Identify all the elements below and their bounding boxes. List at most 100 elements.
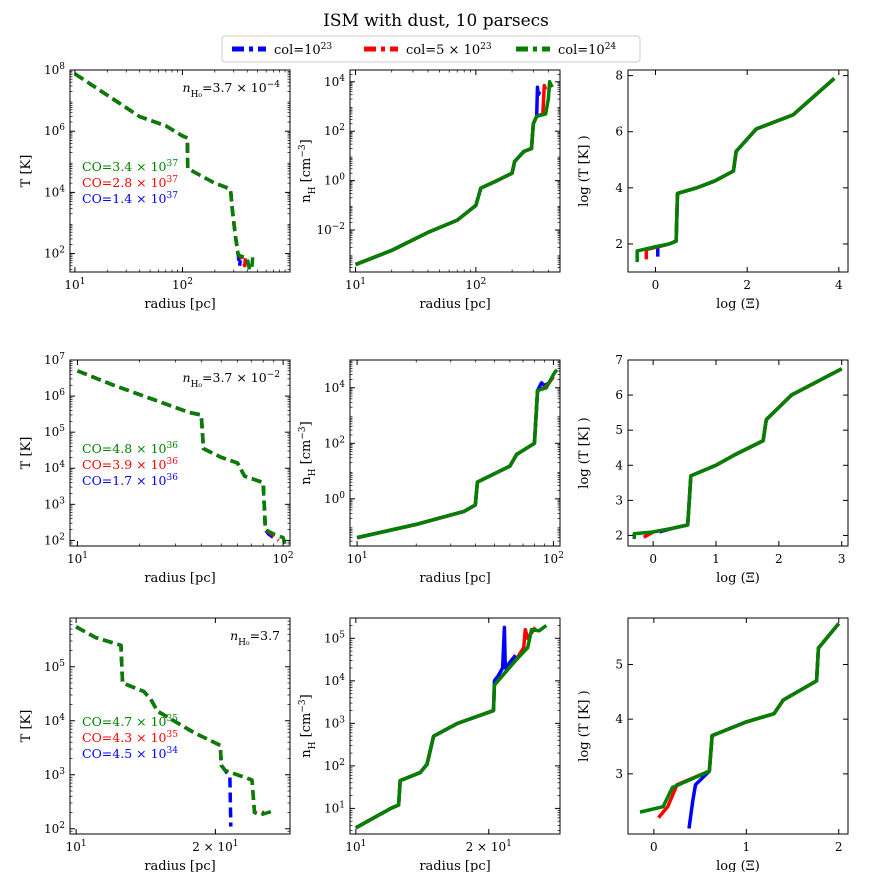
y-tick-label: 107 xyxy=(44,352,65,367)
series-group xyxy=(356,368,559,540)
legend-frame xyxy=(221,35,641,63)
y-axis-label: log (T [K] ) xyxy=(577,417,592,488)
axes-frame xyxy=(69,617,291,835)
series-line xyxy=(76,369,287,545)
x-tick-label: 0 xyxy=(649,552,657,566)
y-tick-label: 106 xyxy=(44,123,65,138)
co-annotation: CO=4.5 × 1034 xyxy=(82,746,178,761)
x-tick-label: 0 xyxy=(650,840,658,854)
series-line xyxy=(354,85,542,267)
axes-frame xyxy=(349,359,561,547)
y-tick-label: 103 xyxy=(44,496,65,511)
series-group xyxy=(75,625,277,827)
series-line xyxy=(632,367,843,539)
y-tick-label: 100 xyxy=(324,491,345,506)
subplot-2-2: 0 1 2 3 4 5 log (Ξ) log (T [K] ) xyxy=(577,617,849,872)
x-tick-label: 2 × 101 xyxy=(466,839,512,854)
density-annotation: nH₀=3.7 xyxy=(230,628,280,648)
x-axis-label: log (Ξ) xyxy=(716,571,760,586)
y-tick-label: 105 xyxy=(324,630,345,645)
y-tick-label: 104 xyxy=(44,184,65,199)
series-line xyxy=(635,77,836,263)
subplot-1-1: 101 102 100 102 104 radius [pc] nH [cm−3] xyxy=(298,359,564,586)
x-tick-label: 102 xyxy=(273,551,294,566)
y-tick-label: 102 xyxy=(44,246,65,261)
y-axis-label: T [K] xyxy=(19,710,34,743)
axes-frame xyxy=(627,69,849,273)
x-tick-label: 2 xyxy=(775,552,783,566)
series-line xyxy=(354,626,537,830)
y-tick-label: 102 xyxy=(44,821,65,836)
x-axis-label: radius [pc] xyxy=(419,297,490,312)
legend: col=1023 col=5 × 1023 col=1024 xyxy=(221,35,641,63)
y-tick-label: 100 xyxy=(324,173,345,188)
co-annotation: CO=4.7 × 1035 xyxy=(82,714,178,729)
y-tick-label: 104 xyxy=(324,673,345,688)
y-tick-label: 105 xyxy=(44,424,65,439)
y-tick-label: 104 xyxy=(324,380,345,395)
x-tick-label: 0 xyxy=(652,278,660,292)
y-axis-label: log (T [K] ) xyxy=(577,690,592,761)
series-group xyxy=(635,77,836,263)
y-tick-label: 4 xyxy=(615,712,623,726)
series-group xyxy=(639,622,841,829)
y-tick-label: 5 xyxy=(615,423,623,437)
series-line xyxy=(642,367,843,539)
x-axis-label: log (Ξ) xyxy=(716,297,760,312)
series-line xyxy=(354,83,548,267)
series-line xyxy=(356,368,559,540)
co-annotation: CO=3.9 × 1036 xyxy=(82,457,178,472)
axes-frame xyxy=(349,69,561,273)
subplot-0-0: 101 102 102 104 106 108 radius [pc] T [K] nH₀=3.… xyxy=(19,62,291,312)
series-line xyxy=(354,624,548,830)
y-tick-label: 106 xyxy=(44,388,65,403)
series-line xyxy=(73,72,255,272)
y-tick-label: 105 xyxy=(44,659,65,674)
series-line xyxy=(354,80,554,267)
x-tick-label: 101 xyxy=(64,277,85,292)
y-tick-label: 4 xyxy=(615,181,623,195)
series-line xyxy=(75,625,277,817)
x-tick-label: 2 xyxy=(835,840,843,854)
x-tick-label: 2 × 101 xyxy=(192,839,238,854)
x-axis-label: radius [pc] xyxy=(419,571,490,586)
subplot-0-1: 101 102 10−2 100 102 104 radius [pc] nH [cm−3] xyxy=(298,69,561,312)
y-axis-label: log (T [K] ) xyxy=(577,135,592,206)
y-tick-label: 104 xyxy=(44,713,65,728)
x-axis-label: radius [pc] xyxy=(144,859,215,872)
y-tick-label: 101 xyxy=(324,800,345,815)
x-tick-label: 3 xyxy=(838,552,846,566)
y-tick-label: 102 xyxy=(324,123,345,138)
series-group xyxy=(73,72,255,272)
x-tick-label: 2 xyxy=(743,278,751,292)
y-tick-label: 2 xyxy=(615,237,623,251)
subplot-2-0: 101 2 × 101 102 103 104 105 radius [pc] T [K] nH… xyxy=(19,617,291,872)
series-line xyxy=(354,625,517,830)
axes-frame xyxy=(69,359,291,547)
y-tick-label: 2 xyxy=(615,528,623,542)
y-tick-label: 7 xyxy=(615,353,623,367)
x-axis-label: radius [pc] xyxy=(144,571,215,586)
density-annotation: nH₀=3.7 × 10−4 xyxy=(183,80,281,100)
x-tick-label: 1 xyxy=(742,840,750,854)
series-group xyxy=(632,367,843,539)
y-tick-label: 108 xyxy=(44,62,65,77)
y-tick-label: 103 xyxy=(44,767,65,782)
co-annotation: CO=4.3 × 1035 xyxy=(82,730,178,745)
x-tick-label: 101 xyxy=(345,277,366,292)
y-axis-label: nH [cm−3] xyxy=(298,139,318,202)
x-tick-label: 101 xyxy=(347,551,368,566)
x-tick-label: 102 xyxy=(465,277,486,292)
x-tick-label: 102 xyxy=(172,277,193,292)
y-tick-label: 6 xyxy=(615,125,623,139)
legend-entry-label: col=5 × 1023 xyxy=(406,42,492,58)
co-annotation: CO=3.4 × 1037 xyxy=(82,159,178,174)
x-tick-label: 101 xyxy=(345,839,366,854)
axes-frame xyxy=(627,359,849,547)
axes-frame xyxy=(69,69,291,273)
y-axis-label: nH [cm−3] xyxy=(298,694,318,757)
x-tick-label: 101 xyxy=(66,839,87,854)
x-tick-label: 101 xyxy=(67,551,88,566)
